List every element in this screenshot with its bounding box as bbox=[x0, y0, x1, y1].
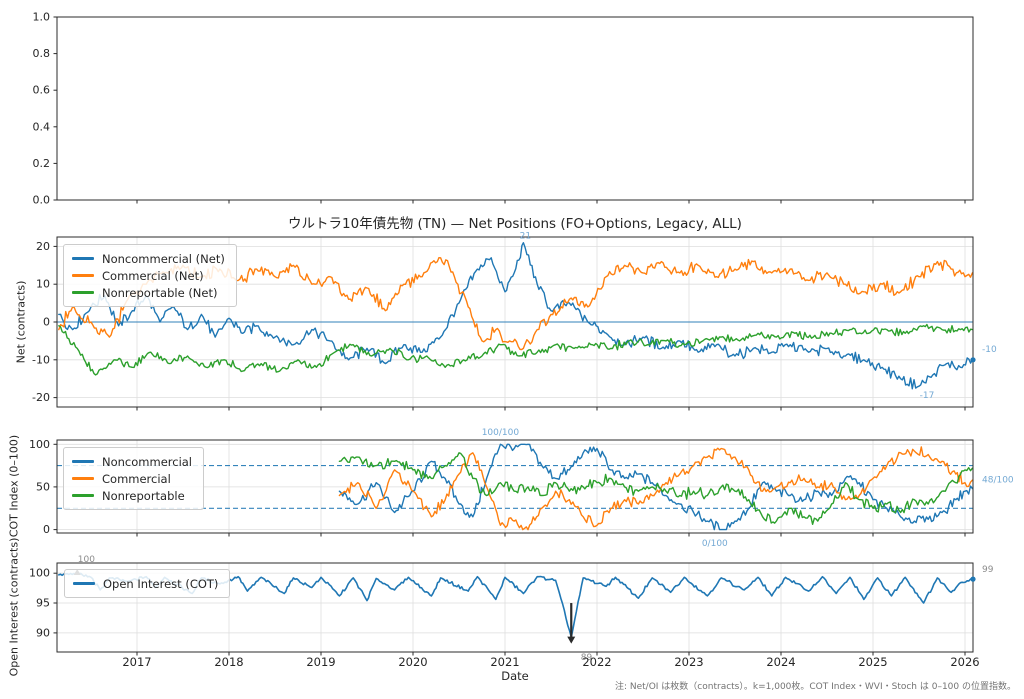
legend-cot-index: Noncommercial Commercial Nonreportable bbox=[63, 447, 205, 510]
y-axis-label-cot-index: COT Index (0–100) bbox=[7, 434, 21, 538]
line-sample-icon bbox=[72, 291, 94, 294]
value-annotation: 48/100 bbox=[982, 476, 1014, 486]
y-axis-label-open-interest: Open Interest (contracts) bbox=[7, 537, 21, 677]
value-annotation: -10 bbox=[982, 345, 997, 355]
x-tick-label: 2025 bbox=[858, 655, 887, 669]
svg-text:0.6: 0.6 bbox=[33, 84, 51, 97]
legend-item: Commercial bbox=[72, 470, 192, 487]
page-title: ウルトラ10年債先物 (TN) — Net Positions (FO+Opti… bbox=[288, 216, 742, 232]
value-annotation: 0/100 bbox=[702, 539, 728, 549]
svg-text:95: 95 bbox=[36, 597, 50, 610]
legend-net: Noncommercial (Net) Commercial (Net) Non… bbox=[63, 244, 237, 307]
legend-label: Commercial bbox=[102, 471, 171, 486]
x-tick-label: 2019 bbox=[306, 655, 335, 669]
legend-item: Noncommercial (Net) bbox=[72, 250, 225, 267]
value-annotation: 100 bbox=[78, 555, 95, 565]
line-sample-icon bbox=[72, 274, 94, 277]
svg-text:10: 10 bbox=[36, 278, 50, 291]
value-annotation: 89 bbox=[581, 653, 593, 663]
x-tick-label: 2026 bbox=[950, 655, 979, 669]
svg-text:1.0: 1.0 bbox=[33, 11, 51, 24]
value-annotation: 21 bbox=[520, 232, 531, 242]
svg-text:90: 90 bbox=[36, 626, 50, 639]
line-sample-icon bbox=[72, 477, 94, 480]
legend-open-interest: Open Interest (COT) bbox=[64, 569, 231, 598]
legend-label: Nonreportable (Net) bbox=[102, 285, 218, 300]
x-tick-label: 2020 bbox=[398, 655, 427, 669]
svg-text:20: 20 bbox=[36, 240, 50, 253]
svg-text:0.4: 0.4 bbox=[33, 120, 51, 133]
svg-text:-10: -10 bbox=[32, 353, 50, 366]
footnote: 注: Net/OI は枚数（contracts）。k=1,000枚。COT In… bbox=[614, 682, 1016, 692]
value-annotation: 100/100 bbox=[482, 428, 520, 438]
svg-text:-20: -20 bbox=[32, 391, 50, 404]
value-annotation: -17 bbox=[920, 391, 935, 401]
x-tick-label: 2024 bbox=[766, 655, 795, 669]
line-sample-icon bbox=[72, 460, 94, 463]
svg-text:0: 0 bbox=[43, 316, 50, 329]
line-sample-icon bbox=[73, 582, 95, 585]
x-tick-label: 2021 bbox=[490, 655, 519, 669]
x-axis-label: Date bbox=[501, 669, 529, 683]
x-tick-label: 2023 bbox=[674, 655, 703, 669]
svg-text:0.2: 0.2 bbox=[33, 157, 51, 170]
line-sample-icon bbox=[72, 257, 94, 260]
value-annotation: 99 bbox=[982, 565, 994, 575]
legend-item: Nonreportable (Net) bbox=[72, 284, 225, 301]
line-sample-icon bbox=[72, 494, 94, 497]
legend-label: Noncommercial bbox=[102, 454, 193, 469]
legend-item: Open Interest (COT) bbox=[73, 575, 218, 592]
legend-label: Open Interest (COT) bbox=[103, 576, 219, 591]
legend-label: Nonreportable bbox=[102, 488, 185, 503]
svg-text:0: 0 bbox=[43, 523, 50, 536]
x-tick-label: 2018 bbox=[214, 655, 243, 669]
x-tick-label: 2017 bbox=[122, 655, 151, 669]
legend-label: Noncommercial (Net) bbox=[102, 251, 225, 266]
legend-item: Nonreportable bbox=[72, 487, 192, 504]
svg-text:0.8: 0.8 bbox=[33, 47, 51, 60]
svg-text:100: 100 bbox=[29, 438, 50, 451]
legend-label: Commercial (Net) bbox=[102, 268, 204, 283]
y-axis-label-net: Net (contracts) bbox=[14, 280, 28, 364]
legend-item: Noncommercial bbox=[72, 453, 192, 470]
svg-text:50: 50 bbox=[36, 480, 50, 493]
svg-text:100: 100 bbox=[29, 567, 50, 580]
x-tick-label: 2022 bbox=[582, 655, 611, 669]
svg-text:0.0: 0.0 bbox=[33, 194, 51, 207]
legend-item: Commercial (Net) bbox=[72, 267, 225, 284]
